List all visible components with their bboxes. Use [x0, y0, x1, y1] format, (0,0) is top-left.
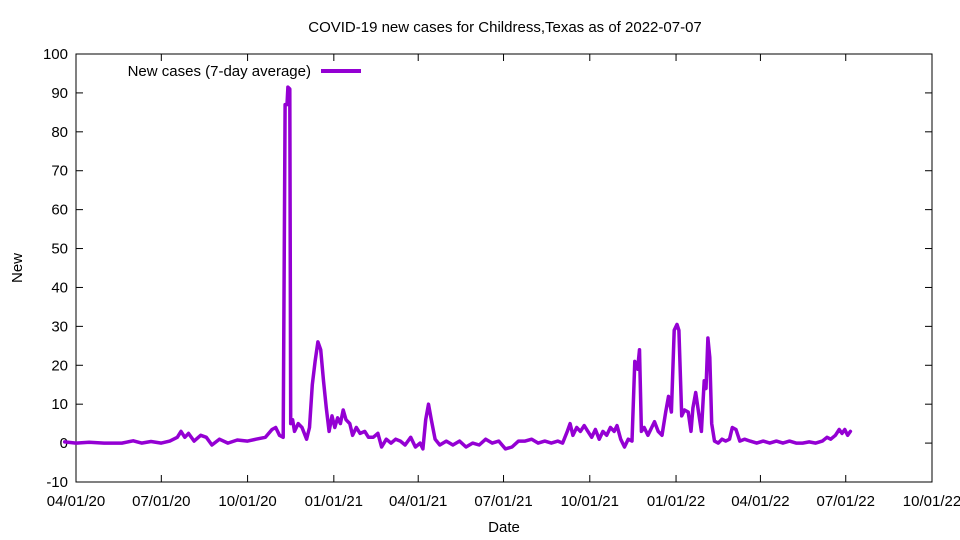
y-tick-label: 90 — [51, 85, 68, 102]
y-tick-label: 30 — [51, 318, 68, 335]
y-axis-label: New — [9, 253, 26, 283]
series-line-0 — [62, 85, 853, 451]
series-layer — [62, 85, 853, 451]
y-tick-label: 50 — [51, 241, 68, 258]
y-tick-label: 60 — [51, 202, 68, 219]
x-tick-label: 04/01/22 — [731, 493, 789, 510]
legend: New cases (7-day average) — [128, 63, 361, 80]
chart-title: COVID-19 new cases for Childress,Texas a… — [308, 19, 702, 36]
y-tick-label: 20 — [51, 357, 68, 374]
y-tick-label: 0 — [60, 435, 68, 452]
x-tick-label: 01/01/21 — [305, 493, 363, 510]
x-tick-label: 10/01/21 — [561, 493, 619, 510]
y-tick-label: 100 — [43, 46, 68, 63]
x-tick-label: 01/01/22 — [647, 493, 705, 510]
x-tick-label: 10/01/22 — [903, 493, 960, 510]
x-tick-label: 04/01/21 — [389, 493, 447, 510]
x-axis-label: Date — [488, 519, 520, 536]
y-tick-label: 40 — [51, 279, 68, 296]
legend-label: New cases (7-day average) — [128, 63, 311, 80]
x-tick-label: 07/01/22 — [817, 493, 875, 510]
y-axis: -10 0 10 20 30 40 50 60 70 80 90 100 — [43, 46, 932, 491]
x-tick-label: 07/01/20 — [132, 493, 190, 510]
x-tick-label: 04/01/20 — [47, 493, 105, 510]
x-axis: 04/01/20 07/01/20 10/01/20 01/01/21 04/01/21… — [47, 54, 960, 510]
y-tick-label: -10 — [46, 474, 68, 491]
x-tick-label: 10/01/20 — [218, 493, 276, 510]
plot-frame — [75, 53, 933, 483]
y-tick-label: 80 — [51, 124, 68, 141]
y-tick-label: 70 — [51, 163, 68, 180]
y-tick-label: 10 — [51, 396, 68, 413]
x-tick-label: 07/01/21 — [474, 493, 532, 510]
